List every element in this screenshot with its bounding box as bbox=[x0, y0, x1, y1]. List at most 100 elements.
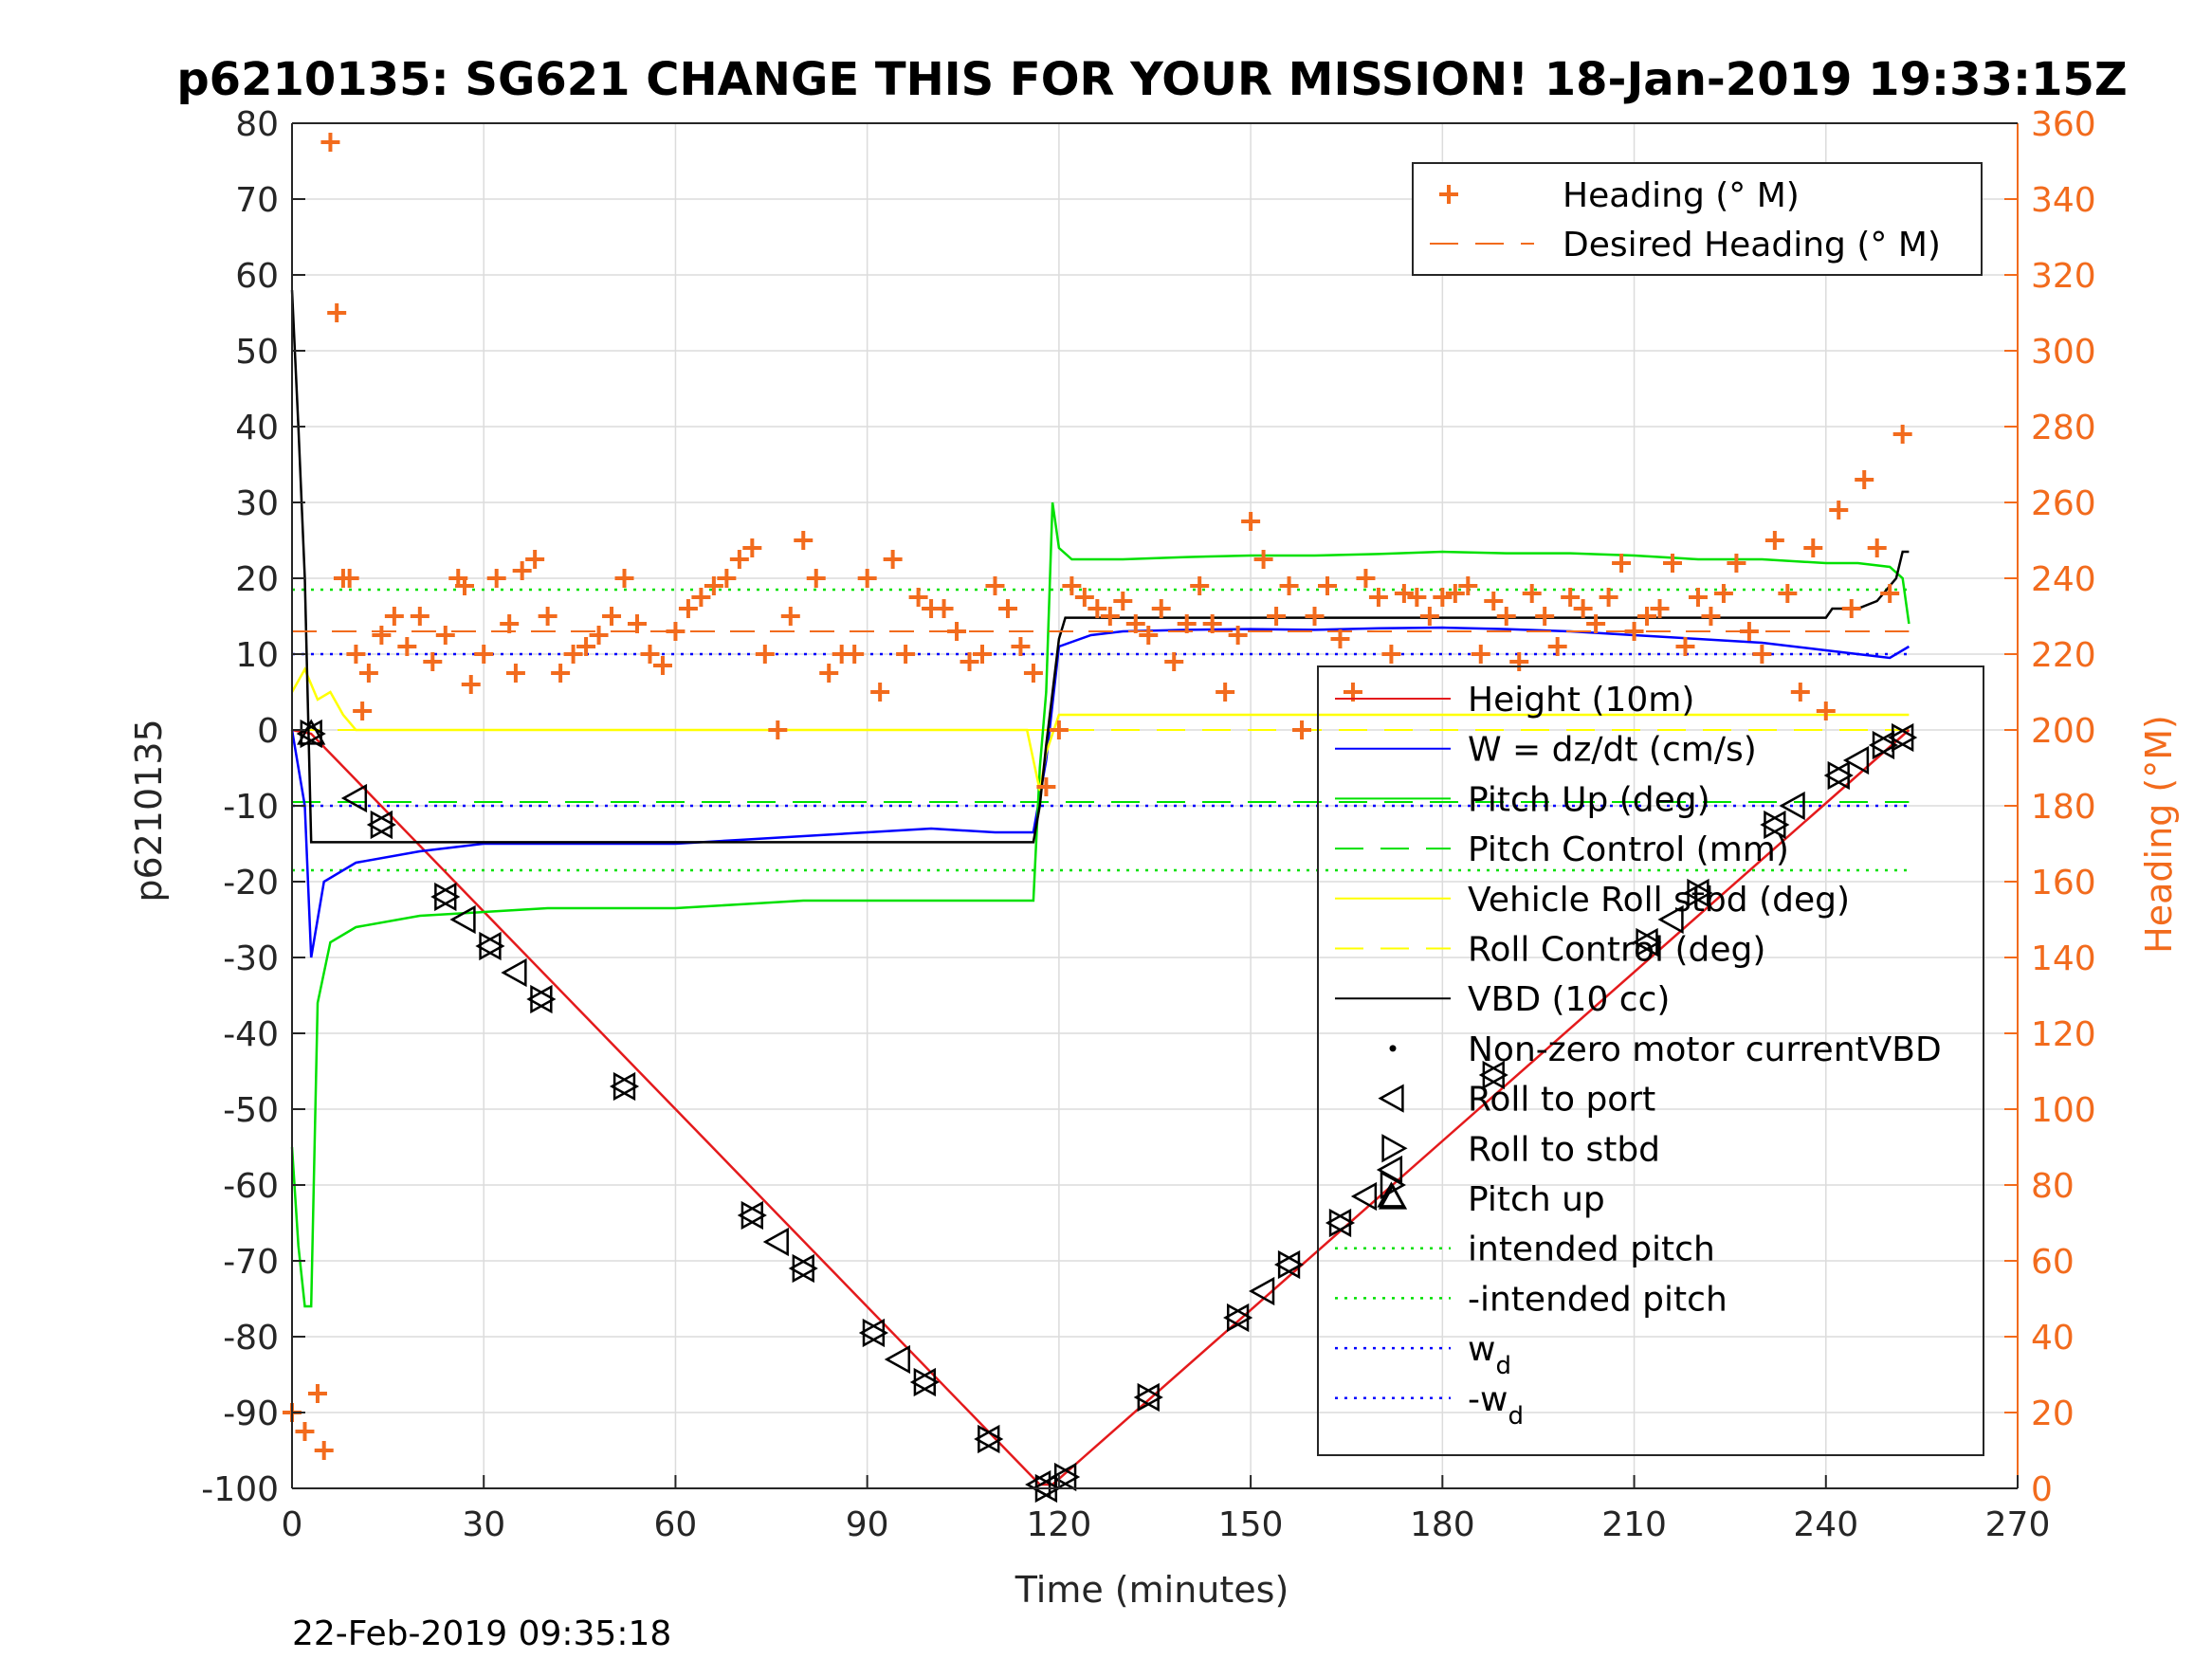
heading-point bbox=[806, 569, 826, 588]
heading-point bbox=[1318, 576, 1337, 595]
y-tick-label: 60 bbox=[235, 257, 279, 296]
heading-point bbox=[307, 1384, 327, 1403]
roll-to-port-marker bbox=[1273, 1249, 1301, 1280]
y-right-tick-label: 80 bbox=[2031, 1167, 2075, 1206]
roll-to-port-marker bbox=[1376, 1155, 1403, 1185]
heading-point bbox=[1663, 554, 1682, 573]
y-tick-label: 30 bbox=[235, 484, 279, 523]
heading-point bbox=[435, 626, 455, 645]
heading-point bbox=[339, 569, 359, 588]
roll-to-stbd-marker bbox=[862, 1318, 888, 1348]
heading-point bbox=[505, 664, 525, 683]
heading-point bbox=[1675, 637, 1695, 656]
heading-point bbox=[1650, 599, 1670, 618]
roll-to-stbd-marker bbox=[1226, 1303, 1253, 1333]
x-tick-label: 60 bbox=[654, 1505, 698, 1544]
heading-point bbox=[780, 607, 800, 626]
x-tick-label: 90 bbox=[846, 1505, 889, 1544]
roll-to-port-marker bbox=[449, 904, 476, 935]
heading-point bbox=[640, 645, 660, 664]
legend-label: Roll to stbd bbox=[1468, 1130, 1660, 1169]
heading-point bbox=[358, 664, 378, 683]
heading-point bbox=[883, 550, 903, 569]
heading-point bbox=[1713, 584, 1733, 603]
heading-point bbox=[1496, 607, 1516, 626]
y-right-tick-label: 180 bbox=[2031, 788, 2096, 827]
y-right-tick-label: 280 bbox=[2031, 409, 2096, 447]
heading-point bbox=[1701, 607, 1721, 626]
heading-point bbox=[455, 576, 474, 595]
legend-label: Pitch Control (mm) bbox=[1468, 830, 1789, 869]
roll-to-stbd-marker bbox=[1872, 730, 1899, 760]
series-pitch-up-deg bbox=[290, 501, 1910, 1308]
heading-point bbox=[1125, 614, 1145, 633]
y-tick-label: 40 bbox=[235, 409, 279, 447]
roll-to-port-marker bbox=[501, 957, 527, 988]
heading-point bbox=[755, 645, 775, 664]
heading-point bbox=[1202, 614, 1222, 633]
y-right-tick-label: 340 bbox=[2031, 181, 2096, 220]
heading-point bbox=[857, 569, 877, 588]
x-tick-label: 270 bbox=[1985, 1505, 2051, 1544]
heading-point bbox=[794, 531, 814, 550]
heading-point bbox=[1790, 683, 1810, 702]
series-w-dz-dt-cm-s bbox=[290, 626, 1910, 958]
roll-to-port-marker bbox=[1657, 904, 1684, 935]
heading-point bbox=[353, 702, 373, 720]
y-tick-label: -10 bbox=[223, 788, 279, 827]
heading-point bbox=[1292, 720, 1312, 739]
x-tick-label: 0 bbox=[282, 1505, 303, 1544]
heading-point bbox=[997, 599, 1017, 618]
legend-symbol-dot bbox=[1389, 1045, 1397, 1052]
roll-to-stbd-marker bbox=[1764, 810, 1790, 840]
heading-point bbox=[1100, 607, 1120, 626]
series-vbd-10-cc bbox=[290, 289, 1910, 844]
heading-point bbox=[589, 626, 609, 645]
heading-point bbox=[908, 588, 928, 607]
y-tick-label: -60 bbox=[223, 1167, 279, 1206]
y-right-tick-label: 40 bbox=[2031, 1319, 2075, 1358]
roll-to-port-marker bbox=[1325, 1208, 1352, 1238]
legend-label: Pitch up bbox=[1468, 1180, 1605, 1219]
heading-point bbox=[742, 538, 762, 557]
legend-label-subscript: d bbox=[1508, 1402, 1524, 1431]
heading-point bbox=[1688, 588, 1708, 607]
heading-point bbox=[691, 588, 711, 607]
heading-point bbox=[1829, 501, 1849, 520]
heading-point bbox=[1445, 584, 1465, 603]
heading-point bbox=[1151, 599, 1171, 618]
heading-point bbox=[1407, 588, 1427, 607]
legend-symbol-triangle bbox=[1381, 1134, 1408, 1163]
heading-point bbox=[423, 652, 443, 671]
heading-point bbox=[717, 569, 737, 588]
roll-to-stbd-marker bbox=[612, 1071, 640, 1102]
heading-point bbox=[327, 303, 347, 322]
heading-point bbox=[320, 133, 340, 152]
y-tick-label: 50 bbox=[235, 333, 279, 372]
legend-heading-box bbox=[1412, 162, 1983, 276]
heading-point bbox=[1586, 614, 1606, 633]
roll-to-stbd-marker bbox=[370, 810, 396, 840]
roll-to-stbd-marker bbox=[1053, 1462, 1081, 1492]
legend-label: Pitch Up (deg) bbox=[1468, 780, 1710, 819]
heading-point bbox=[1573, 599, 1593, 618]
heading-point bbox=[845, 645, 865, 664]
roll-to-port-marker bbox=[1683, 878, 1709, 908]
heading-point bbox=[384, 607, 404, 626]
heading-point bbox=[1522, 584, 1542, 603]
heading-point bbox=[1088, 599, 1107, 618]
heading-point bbox=[1778, 584, 1798, 603]
legend-label: Non-zero motor currentVBD bbox=[1468, 1030, 1942, 1069]
heading-point bbox=[1599, 588, 1618, 607]
plot-area bbox=[283, 133, 1918, 1504]
roll-to-port-marker bbox=[1051, 1462, 1077, 1492]
roll-to-port-marker bbox=[430, 882, 457, 912]
heading-point bbox=[768, 720, 788, 739]
heading-point bbox=[1764, 531, 1784, 550]
heading-point bbox=[314, 1441, 334, 1460]
heading-point bbox=[1330, 629, 1350, 648]
heading-point bbox=[500, 614, 520, 633]
roll-to-stbd-marker bbox=[792, 1253, 818, 1284]
heading-point bbox=[1458, 576, 1478, 595]
left-axis: 80 70 60 50 40 30 20 10 0 -10 -20 -30 -40 -50 -60 -70 -8… bbox=[201, 105, 305, 1509]
